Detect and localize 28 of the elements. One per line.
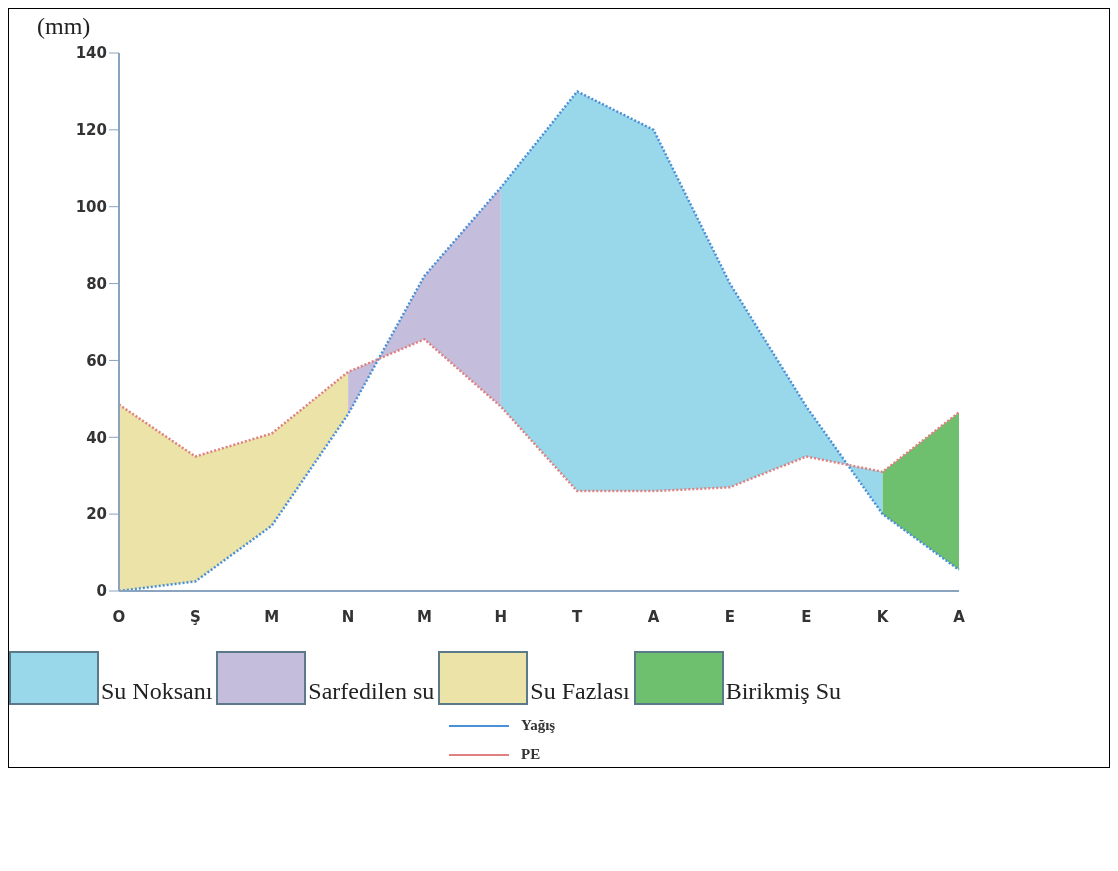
x-tick-label: E bbox=[724, 607, 736, 626]
y-tick-label: 60 bbox=[86, 351, 107, 370]
y-tick-label: 80 bbox=[86, 274, 107, 293]
y-axis-title: (mm) bbox=[37, 13, 92, 41]
legend-label: Su Noksanı bbox=[101, 678, 213, 705]
x-tick-label: M bbox=[264, 607, 280, 626]
x-tick-label: K bbox=[876, 607, 890, 626]
y-tick-label: 140 bbox=[75, 44, 107, 63]
y-tick-label: 100 bbox=[75, 198, 107, 217]
y-tick-label: 40 bbox=[86, 428, 107, 447]
x-tick-label: A bbox=[647, 607, 660, 626]
legend-label: Su Fazlası bbox=[530, 678, 630, 705]
legend-label: Yağış bbox=[521, 717, 556, 734]
x-tick-label: Ş bbox=[189, 607, 201, 626]
legend-label: PE bbox=[521, 746, 541, 763]
legend-label: Birikmiş Su bbox=[725, 678, 841, 705]
legend-label: Sarfedilen su bbox=[308, 678, 435, 705]
x-tick-label: O bbox=[112, 607, 126, 626]
x-tick-label: M bbox=[416, 607, 432, 626]
x-tick-label: H bbox=[494, 607, 508, 626]
x-tick-label: E bbox=[801, 607, 812, 626]
x-tick-label: A bbox=[953, 607, 966, 626]
y-tick-label: 120 bbox=[75, 121, 107, 140]
y-tick-label: 0 bbox=[96, 582, 107, 601]
x-tick-label: T bbox=[572, 607, 584, 626]
y-tick-label: 20 bbox=[86, 505, 107, 524]
line-series bbox=[117, 338, 961, 493]
x-tick-label: N bbox=[341, 607, 355, 626]
